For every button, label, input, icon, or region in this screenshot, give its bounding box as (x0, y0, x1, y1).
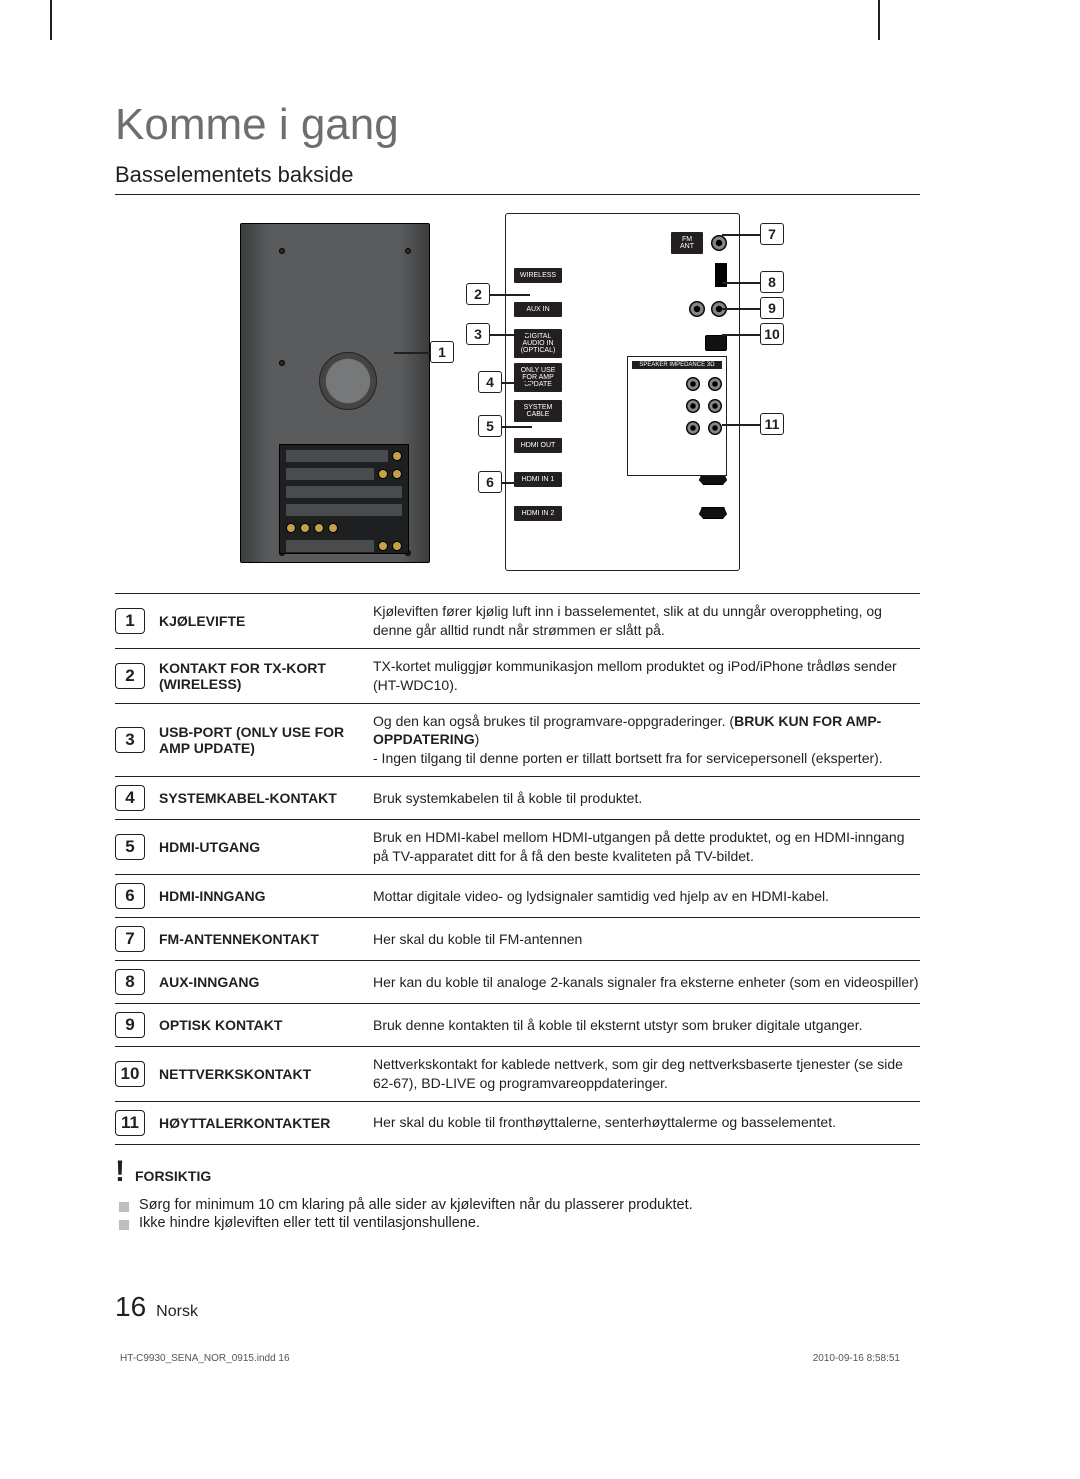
table-row: 3 USB-PORT (ONLY USE FOR AMP UPDATE)Og de… (115, 704, 920, 778)
bullet-icon (119, 1202, 129, 1212)
row-name: HDMI-UTGANG (159, 828, 359, 866)
row-number: 8 (115, 969, 145, 995)
row-number: 9 (115, 1012, 145, 1038)
row-number: 2 (115, 663, 145, 689)
page-language: Norsk (156, 1303, 198, 1321)
caution-item: Sørg for minimum 10 cm klaring på alle s… (119, 1197, 920, 1213)
manual-page: Komme i gang Basselementets bakside (0, 0, 1080, 1394)
row-name: KONTAKT FOR TX-KORT (WIRELESS) (159, 657, 359, 695)
row-number: 6 (115, 883, 145, 909)
caution-block: ! FORSIKTIG Sørg for minimum 10 cm klari… (115, 1161, 920, 1231)
row-number: 5 (115, 834, 145, 860)
table-row: 7 FM-ANTENNEKONTAKT Her skal du koble til … (115, 918, 920, 961)
optical-row: DIGITAL AUDIO IN (OPTICAL) (514, 326, 731, 360)
zoom-panel: FM ANT WIRELESS AUX IN DIGITAL AUDIO IN … (505, 213, 740, 571)
row-name: FM-ANTENNEKONTAKT (159, 926, 359, 952)
row-desc: Her skal du koble til FM-antennen (373, 926, 920, 952)
table-row: 9 OPTISK KONTAKT Bruk denne kontakten til … (115, 1004, 920, 1047)
fan-graphic (319, 352, 377, 410)
crop-mark (878, 0, 880, 40)
row-number: 11 (115, 1110, 145, 1136)
row-desc: Og den kan også brukes til programvare-o… (373, 712, 920, 769)
callout-7: 7 (760, 223, 784, 245)
aux-row: AUX IN (514, 292, 731, 326)
row-name: USB-PORT (ONLY USE FOR AMP UPDATE) (159, 712, 359, 769)
section-rule (115, 194, 920, 195)
row-number: 10 (115, 1061, 145, 1087)
callout-10: 10 (760, 323, 784, 345)
table-row: 6 HDMI-INNGANG Mottar digitale video- og l… (115, 875, 920, 918)
callout-11: 11 (760, 413, 784, 435)
callout-9: 9 (760, 297, 784, 319)
page-number: 16 (115, 1291, 146, 1323)
caution-icon: ! (115, 1157, 125, 1187)
table-row: 2 KONTAKT FOR TX-KORT (WIRELESS) TX-kortet… (115, 649, 920, 704)
row-number: 4 (115, 785, 145, 811)
callout-3: 3 (466, 323, 490, 345)
row-desc: Kjøleviften fører kjølig luft inn i bass… (373, 602, 920, 640)
row-number: 7 (115, 926, 145, 952)
caution-text: Sørg for minimum 10 cm klaring på alle s… (139, 1197, 693, 1213)
chapter-title: Komme i gang (115, 100, 1020, 150)
diagram-wrap: FM ANT WIRELESS AUX IN DIGITAL AUDIO IN … (60, 213, 1020, 573)
speaker-terminal-box: SPEAKER IMPEDANCE 3Ω (627, 356, 727, 476)
row-name: NETTVERKSKONTAKT (159, 1055, 359, 1093)
row-number: 3 (115, 727, 145, 753)
callout-6: 6 (478, 471, 502, 493)
caution-item: Ikke hindre kjøleviften eller tett til v… (119, 1215, 920, 1231)
table-row: 11 HØYTTALERKONTAKTER Her skal du koble ti… (115, 1102, 920, 1145)
row-desc: Mottar digitale video- og lydsignaler sa… (373, 883, 920, 909)
page-footer: 16 Norsk (115, 1291, 920, 1323)
table-row: 8 AUX-INNGANG Her kan du koble til analoge… (115, 961, 920, 1004)
row-desc: Bruk en HDMI-kabel mellom HDMI-utgangen … (373, 828, 920, 866)
row-name: HØYTTALERKONTAKTER (159, 1110, 359, 1136)
callout-5: 5 (478, 415, 502, 437)
print-meta: HT-C9930_SENA_NOR_0915.indd 16 2010-09-1… (60, 1353, 920, 1364)
callout-2: 2 (466, 283, 490, 305)
callout-4: 4 (478, 371, 502, 393)
meta-timestamp: 2010-09-16 8:58:51 (813, 1353, 900, 1364)
table-row: 10 NETTVERKSKONTAKT Nettverkskontakt for k… (115, 1047, 920, 1102)
callout-8: 8 (760, 271, 784, 293)
table-row: 1 KJØLEVIFTE Kjøleviften fører kjølig luft… (115, 594, 920, 649)
crop-mark (50, 0, 52, 40)
row-desc: Bruk denne kontakten til å koble til eks… (373, 1012, 920, 1038)
row-number: 1 (115, 608, 145, 634)
row-desc: Her skal du koble til fronthøyttalerne, … (373, 1110, 920, 1136)
callout-1: 1 (430, 341, 454, 363)
section-title: Basselementets bakside (115, 162, 1020, 188)
rear-panel-diagram: FM ANT WIRELESS AUX IN DIGITAL AUDIO IN … (230, 213, 850, 573)
bullet-icon (119, 1220, 129, 1230)
caution-text: Ikke hindre kjøleviften eller tett til v… (139, 1215, 480, 1231)
row-desc: Her kan du koble til analoge 2-kanals si… (373, 969, 920, 995)
rear-panel-mini (279, 444, 409, 554)
hdmi-in2-row: HDMI IN 2 (514, 496, 731, 530)
row-desc: Nettverkskontakt for kablede nettverk, s… (373, 1055, 920, 1093)
wireless-row: WIRELESS (514, 258, 731, 292)
caution-label: FORSIKTIG (135, 1168, 211, 1184)
caution-head: ! FORSIKTIG (115, 1161, 920, 1191)
row-name: SYSTEMKABEL-KONTAKT (159, 785, 359, 811)
fm-ant-row: FM ANT (671, 232, 727, 254)
row-name: KJØLEVIFTE (159, 602, 359, 640)
row-name: AUX-INNGANG (159, 969, 359, 995)
meta-file: HT-C9930_SENA_NOR_0915.indd 16 (120, 1353, 290, 1364)
reference-table: 1 KJØLEVIFTE Kjøleviften fører kjølig luft… (115, 593, 920, 1145)
row-desc: TX-kortet muliggjør kommunikasjon mellom… (373, 657, 920, 695)
row-name: HDMI-INNGANG (159, 883, 359, 909)
row-desc: Bruk systemkabelen til å koble til produ… (373, 785, 920, 811)
row-name: OPTISK KONTAKT (159, 1012, 359, 1038)
table-row: 5 HDMI-UTGANG Bruk en HDMI-kabel mellom HD… (115, 820, 920, 875)
table-row: 4 SYSTEMKABEL-KONTAKT Bruk systemkabelen t… (115, 777, 920, 820)
subwoofer-body (240, 223, 430, 563)
